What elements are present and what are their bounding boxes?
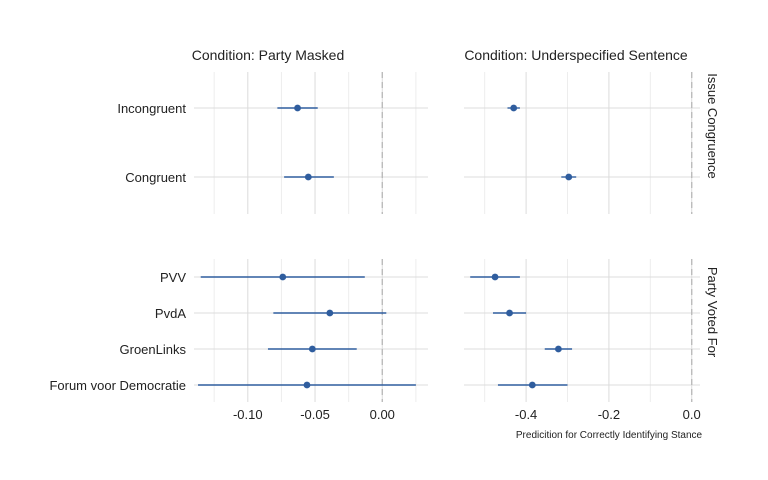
category-label-pvv: PVV (160, 270, 186, 285)
x-tick-label: -0.05 (300, 407, 330, 422)
category-label-incongruent: Incongruent (117, 101, 186, 116)
x-tick-label: 0.0 (683, 407, 701, 422)
point-estimate-masked-congruent (304, 173, 312, 181)
strip-label-party-voted-for: Party Voted For (705, 267, 720, 358)
x-tick-label: -0.4 (515, 407, 537, 422)
x-tick-label: 0.00 (370, 407, 395, 422)
point-estimate-underspec-incongruent (510, 104, 518, 112)
x-axis-label: Predicition for Correctly Identifying St… (516, 430, 703, 441)
category-label-pvda: PvdA (155, 306, 186, 321)
reference-lines (381, 72, 693, 402)
point-estimate-masked-pvv (279, 273, 287, 281)
point-estimate-masked-groenlinks (308, 345, 316, 353)
point-estimate-underspec-forum-voor-democratie (528, 381, 536, 389)
point-estimate-masked-incongruent (294, 104, 301, 112)
data-marks (198, 104, 577, 389)
x-tick-label: -0.2 (598, 407, 620, 422)
point-estimate-masked-forum-voor-democratie (303, 381, 311, 389)
facet-title-party-masked: Condition: Party Masked (192, 47, 345, 63)
grid-layer (194, 72, 700, 402)
category-label-congruent: Congruent (125, 170, 186, 185)
category-label-groenlinks: GroenLinks (120, 342, 187, 357)
facet-title-underspecified: Condition: Underspecified Sentence (464, 47, 688, 63)
x-tick-label: -0.10 (233, 407, 263, 422)
point-estimate-underspec-groenlinks (555, 345, 562, 353)
strip-label-issue-congruence: Issue Congruence (705, 73, 720, 179)
point-estimate-underspec-pvv (491, 273, 499, 281)
category-label-forum-voor-democratie: Forum voor Democratie (49, 378, 186, 393)
point-estimate-masked-pvda (326, 309, 334, 317)
point-estimate-underspec-pvda (506, 309, 513, 317)
point-estimate-underspec-congruent (565, 173, 573, 181)
